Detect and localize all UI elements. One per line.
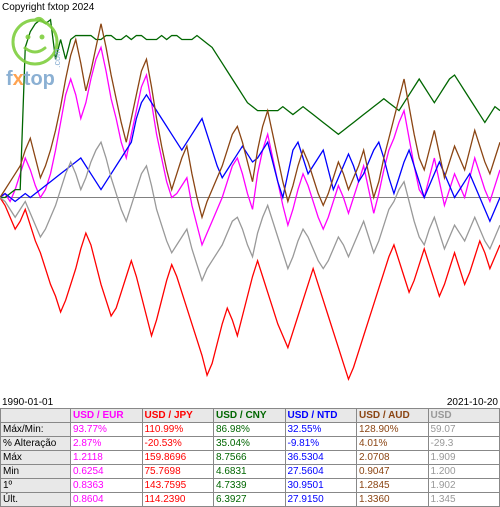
col-header: USD — [428, 409, 500, 423]
col-header: USD / EUR — [71, 409, 143, 423]
table-cell: 27.5604 — [285, 465, 357, 479]
table-cell: 30.9501 — [285, 479, 357, 493]
row-label: Máx/Min: — [1, 423, 71, 437]
copyright-text: Copyright fxtop 2024 — [2, 2, 94, 13]
table-cell: 2.0708 — [357, 451, 429, 465]
table-cell: -20.53% — [142, 437, 214, 451]
col-header: USD / CNY — [214, 409, 286, 423]
row-label: 1º — [1, 479, 71, 493]
chart-area: Copyright fxtop 2024 fxtop .com 1990-01-… — [0, 0, 500, 408]
table-cell: 128.90% — [357, 423, 429, 437]
table-cell: 1.200 — [428, 465, 500, 479]
x-axis-start: 1990-01-01 — [2, 397, 53, 408]
fxtop-watermark-logo: fxtop .com — [0, 10, 90, 100]
col-header: USD / JPY — [142, 409, 214, 423]
table-cell: 110.99% — [142, 423, 214, 437]
table-cell: 0.6254 — [71, 465, 143, 479]
series-usd-jpy — [0, 198, 500, 380]
svg-text:fxtop: fxtop — [6, 68, 55, 90]
col-header: USD / AUD — [357, 409, 429, 423]
table-cell: 93.77% — [71, 423, 143, 437]
table-cell: 86.98% — [214, 423, 286, 437]
col-header: USD / NTD — [285, 409, 357, 423]
table-cell: 75.7698 — [142, 465, 214, 479]
table-cell: 36.5304 — [285, 451, 357, 465]
table-cell: 4.01% — [357, 437, 429, 451]
row-label: Min — [1, 465, 71, 479]
table-cell: 0.9047 — [357, 465, 429, 479]
table-cell: 1.909 — [428, 451, 500, 465]
x-axis: 1990-01-01 2021-10-20 — [0, 396, 500, 408]
table-cell: 32.55% — [285, 423, 357, 437]
table-cell: 4.6831 — [214, 465, 286, 479]
table-cell: -29.3 — [428, 437, 500, 451]
row-label: % Alteração — [1, 437, 71, 451]
table-cell: -9.81% — [285, 437, 357, 451]
table-cell: 35.04% — [214, 437, 286, 451]
svg-text:.com: .com — [52, 48, 62, 68]
table-cell: 4.7339 — [214, 479, 286, 493]
table-cell: 0.8363 — [71, 479, 143, 493]
currency-stats-table: USD / EURUSD / JPYUSD / CNYUSD / NTDUSD … — [0, 408, 500, 507]
table-cell: 1.2118 — [71, 451, 143, 465]
table-cell: 8.7566 — [214, 451, 286, 465]
x-axis-end: 2021-10-20 — [447, 397, 498, 408]
table-cell: 1.2845 — [357, 479, 429, 493]
table-cell: 1.902 — [428, 479, 500, 493]
row-label: Máx — [1, 451, 71, 465]
table-cell: 2.87% — [71, 437, 143, 451]
table-cell: 159.8696 — [142, 451, 214, 465]
table-cell: 143.7595 — [142, 479, 214, 493]
table-cell: 59.07 — [428, 423, 500, 437]
